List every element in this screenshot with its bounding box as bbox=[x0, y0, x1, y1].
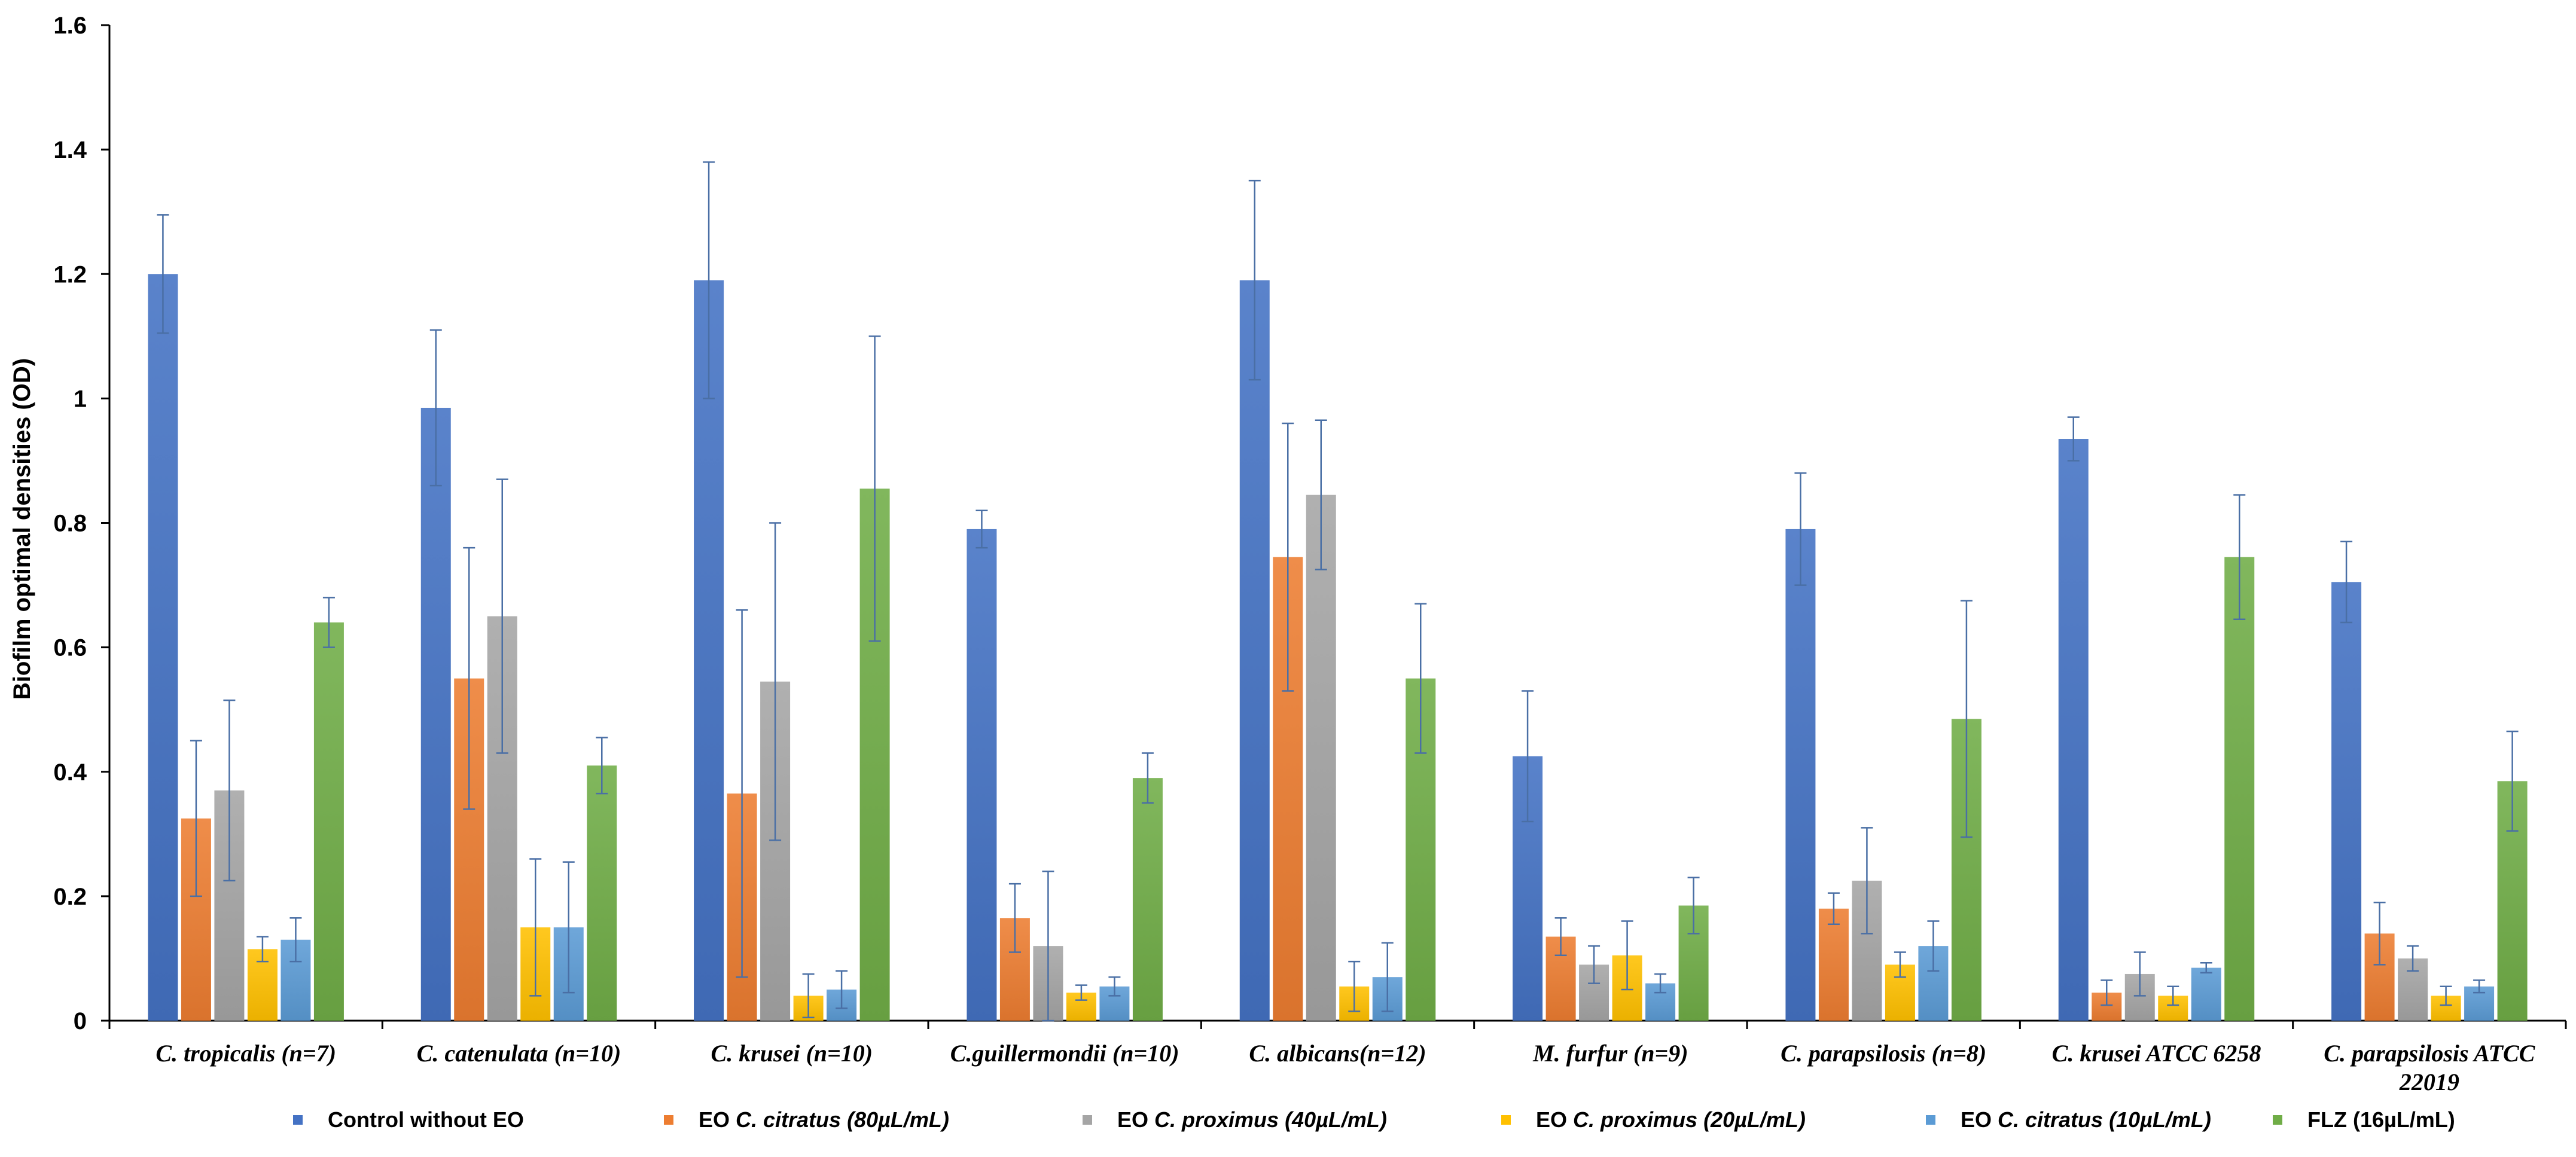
y-tick-label: 1.2 bbox=[53, 261, 87, 288]
x-tick-label: C. krusei ATCC 6258 bbox=[2052, 1040, 2261, 1067]
y-tick-label: 0.8 bbox=[53, 511, 87, 537]
legend-label: EO C. proximus (20µL/mL) bbox=[1536, 1107, 1806, 1132]
legend-swatch bbox=[664, 1115, 673, 1125]
bar bbox=[2224, 557, 2255, 1021]
x-tick-label: 22019 bbox=[2399, 1069, 2459, 1095]
bar bbox=[1239, 280, 1270, 1021]
legend-swatch bbox=[2273, 1115, 2282, 1125]
bar bbox=[420, 407, 451, 1021]
bars bbox=[148, 274, 2528, 1021]
y-axis-title: Biofilm optimal densities (OD) bbox=[9, 358, 35, 700]
y-tick-label: 0 bbox=[74, 1008, 87, 1034]
bar bbox=[2058, 439, 2089, 1021]
bar bbox=[967, 529, 997, 1021]
axes: 0 0.2 0.4 0.6 0.8 1 1.2 1.4 1.6 Biofilm optimal d… bbox=[9, 13, 2567, 1034]
legend-swatch bbox=[1926, 1115, 1935, 1125]
y-tick-label: 0.6 bbox=[53, 635, 87, 661]
bar bbox=[1785, 529, 1816, 1021]
x-tick-label: C. catenulata (n=10) bbox=[417, 1040, 621, 1067]
legend-item: EO C. proximus (40µL/mL) bbox=[1083, 1107, 1387, 1132]
legend-swatch bbox=[1083, 1115, 1092, 1125]
legend-label: EO C. citratus (80µL/mL) bbox=[699, 1107, 949, 1132]
bar bbox=[1132, 778, 1163, 1021]
x-tick-label: C.guillermondii (n=10) bbox=[950, 1040, 1179, 1067]
legend-swatch bbox=[293, 1115, 303, 1125]
y-tick-label: 1.4 bbox=[53, 137, 87, 163]
x-tick-label: C. albicans(n=12) bbox=[1249, 1040, 1426, 1067]
legend-label: EO C. proximus (40µL/mL) bbox=[1117, 1107, 1387, 1132]
y-tick-label: 1.6 bbox=[53, 13, 87, 39]
bar bbox=[1306, 494, 1336, 1021]
error-bars bbox=[157, 161, 2519, 1022]
y-tick-label: 1 bbox=[74, 386, 87, 412]
y-tick-label: 0.2 bbox=[53, 884, 87, 910]
x-tick-label: C. parapsilosis (n=8) bbox=[1781, 1040, 1986, 1067]
legend-label: Control without EO bbox=[328, 1107, 524, 1132]
bar bbox=[2191, 967, 2221, 1021]
legend-label: EO C. citratus (10µL/mL) bbox=[1961, 1107, 2211, 1132]
x-tick-label: C. parapsilosis ATCC bbox=[2324, 1040, 2535, 1067]
bar bbox=[1818, 908, 1849, 1021]
bar bbox=[587, 765, 617, 1021]
legend-item: EO C. citratus (10µL/mL) bbox=[1926, 1107, 2211, 1132]
x-tick-label: M. furfur (n=9) bbox=[1532, 1040, 1688, 1067]
legend-label: FLZ (16µL/mL) bbox=[2307, 1107, 2455, 1132]
x-tick-label: C. krusei (n=10) bbox=[711, 1040, 873, 1067]
legend-item: EO C. citratus (80µL/mL) bbox=[664, 1107, 949, 1132]
legend-item: Control without EO bbox=[293, 1107, 524, 1132]
bar bbox=[313, 622, 344, 1021]
legend: Control without EO EO C. citratus (80µL/m… bbox=[293, 1107, 2455, 1132]
legend-swatch bbox=[1501, 1115, 1511, 1125]
bar bbox=[148, 274, 178, 1021]
labels: C. tropicalis (n=7) C. catenulata (n=10) C… bbox=[156, 1040, 2535, 1095]
bar bbox=[2331, 582, 2362, 1021]
bar bbox=[694, 280, 724, 1021]
x-tick-label: C. tropicalis (n=7) bbox=[156, 1040, 336, 1067]
legend-item: FLZ (16µL/mL) bbox=[2273, 1107, 2455, 1132]
y-tick-label: 0.4 bbox=[53, 759, 87, 786]
legend-item: EO C. proximus (20µL/mL) bbox=[1501, 1107, 1806, 1132]
